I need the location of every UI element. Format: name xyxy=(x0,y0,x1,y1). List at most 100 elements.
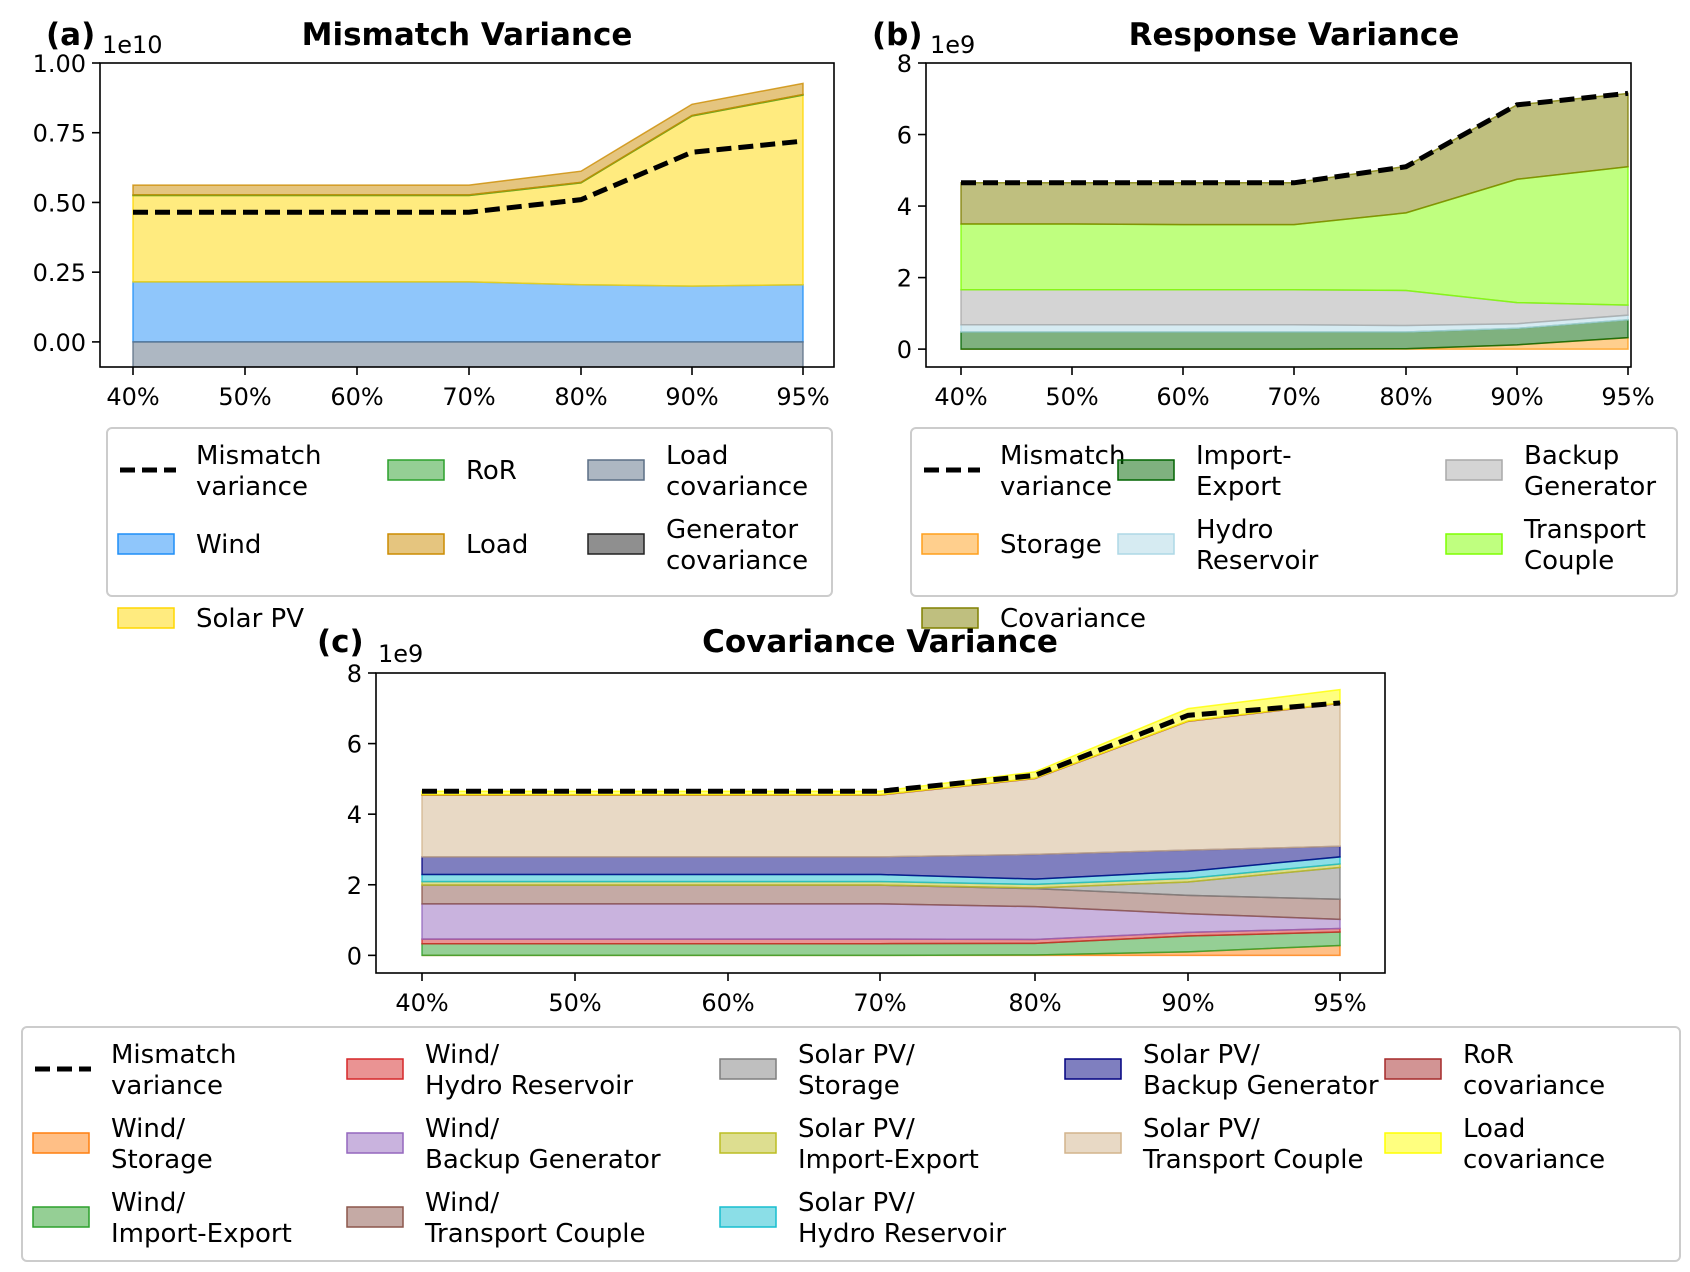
y-tick-label: 8 xyxy=(347,660,362,688)
legend-label: Mismatch variance xyxy=(111,1040,236,1101)
chart-title: Covariance Variance xyxy=(702,624,1058,660)
chart-title: Mismatch Variance xyxy=(302,17,633,53)
legend-label: Wind/Hydro Reservoir xyxy=(425,1040,633,1101)
line-mismatch-variance xyxy=(422,700,1341,794)
x-tick-label: 95% xyxy=(776,383,829,411)
legend-swatch xyxy=(346,1058,404,1080)
x-tick-label: 80% xyxy=(1379,383,1432,411)
legend-a: Mismatch variance Wind Solar PV RoR Load Load c… xyxy=(106,427,833,634)
legend-swatch xyxy=(1064,1058,1122,1080)
legend-label: Import-Export xyxy=(1196,441,1292,502)
plot-area-b xyxy=(960,90,1629,350)
line-mismatch-variance xyxy=(133,138,804,215)
panel-label: (c) xyxy=(317,624,364,660)
legend-label: Mismatch variance xyxy=(1000,441,1125,502)
legend-item-covariance: Covariance xyxy=(921,604,1146,634)
axes-frame xyxy=(925,62,1632,368)
legend-item-solar-pv-hydro-reservoir: Solar PV/Hydro Reservoir xyxy=(719,1188,1006,1249)
y-tick-label: 0.50 xyxy=(33,189,86,217)
legend-swatch xyxy=(117,533,175,555)
legend-label: Wind/Storage xyxy=(111,1114,213,1175)
area-solar-pv-transport-couple xyxy=(421,702,1341,858)
legend-item-wind-storage: Wind/Storage xyxy=(32,1114,213,1175)
x-tick-label: 70% xyxy=(442,383,495,411)
legend-label: Backup Generator xyxy=(1524,441,1656,502)
axes-frame xyxy=(99,62,835,368)
y-tick-label: 8 xyxy=(897,50,912,78)
legend-item-solar-pv: Solar PV xyxy=(117,604,304,634)
legend-item-transport-couple: Transport Couple xyxy=(1445,515,1646,576)
chart-panel-b: 8 6 4 2 0 40% 50% 60% 70% 80% 90% 95% Response Varia… xyxy=(872,17,1678,634)
legend-frame xyxy=(21,1026,1681,1262)
x-tick-label: 40% xyxy=(395,989,448,1017)
legend-swatch xyxy=(587,533,645,555)
legend-label: Wind/Transport Couple xyxy=(424,1188,646,1249)
legend-label: Transport Couple xyxy=(1523,515,1646,576)
legend-swatch xyxy=(387,533,445,555)
line-mismatch-variance xyxy=(961,90,1629,186)
legend-swatch xyxy=(1117,533,1175,555)
y-tick-label: 0.00 xyxy=(33,329,86,357)
chart-panel-a: 1.00 0.75 0.50 0.25 0.00 40% 50% 60% 70% 80% 90% 95… xyxy=(33,17,835,634)
x-tick-label: 95% xyxy=(1601,383,1654,411)
legend-item-backup-generator: Backup Generator xyxy=(1445,441,1656,502)
legend-label: Load covariance xyxy=(1463,1114,1605,1175)
legend-label: Solar PV/Transport Couple xyxy=(1142,1114,1364,1175)
x-tick-label: 80% xyxy=(1008,989,1061,1017)
legend-item-wind-import-export: Wind/Import-Export xyxy=(32,1188,292,1249)
legend-swatch xyxy=(1445,459,1503,481)
legend-item-solar-pv-storage: Solar PV/Storage xyxy=(719,1040,915,1101)
x-tick-label: 90% xyxy=(1490,383,1543,411)
legend-swatch xyxy=(346,1132,404,1154)
chart-panel-c: 8 6 4 2 0 40% 50% 60% 70% 80% 90% 95% Covariance Var… xyxy=(21,624,1681,1262)
legend-label: Solar PV/Import-Export xyxy=(798,1114,979,1175)
legend-item-solar-pv-transport-couple: Solar PV/Transport Couple xyxy=(1064,1114,1364,1175)
x-tick-label: 50% xyxy=(1045,383,1098,411)
legend-swatch xyxy=(921,533,979,555)
x-tick-label: 50% xyxy=(548,989,601,1017)
x-tick-label: 95% xyxy=(1313,989,1366,1017)
legend-b: Mismatch variance Storage Covariance Import-… xyxy=(910,427,1678,634)
plot-area-a xyxy=(132,82,804,367)
x-tick-label: 70% xyxy=(853,989,906,1017)
legend-label: Load covariance xyxy=(666,441,808,502)
legend-item-mismatch-variance: Mismatch variance xyxy=(120,441,321,502)
y-tick-label: 6 xyxy=(347,731,362,759)
legend-label: RoR xyxy=(466,456,517,486)
legend-swatch xyxy=(587,459,645,481)
axis-exponent-label: 1e10 xyxy=(102,31,163,59)
legend-item-load-covariance: Load covariance xyxy=(587,441,808,502)
y-tick-label: 4 xyxy=(347,801,362,829)
legend-item-load: Load xyxy=(387,530,528,560)
legend-swatch xyxy=(921,607,979,629)
legend-swatch xyxy=(1384,1058,1442,1080)
legend-item-solar-pv-backup-generator: Solar PV/Backup Generator xyxy=(1064,1040,1379,1101)
y-tick-label: 0.25 xyxy=(33,259,86,287)
y-tick-label: 1.00 xyxy=(33,50,86,78)
legend-label: Solar PV/Backup Generator xyxy=(1143,1040,1379,1101)
area-load xyxy=(132,82,804,196)
legend-swatch xyxy=(719,1206,777,1228)
legend-label: Hydro Reservoir xyxy=(1196,515,1319,576)
legend-swatch xyxy=(719,1058,777,1080)
legend-label: Solar PV xyxy=(196,604,304,634)
legend-item-ror: RoR xyxy=(387,456,517,486)
legend-item-mismatch-variance: Mismatch variance xyxy=(35,1040,236,1101)
legend-item-wind-hydro-reservoir: Wind/Hydro Reservoir xyxy=(346,1040,633,1101)
panel-label: (b) xyxy=(872,17,923,53)
legend-label: Solar PV/Storage xyxy=(798,1040,915,1101)
axis-exponent-label: 1e9 xyxy=(930,31,975,59)
area-load-covariance xyxy=(132,341,804,367)
legend-label: Load xyxy=(466,530,528,560)
x-tick-label: 40% xyxy=(106,383,159,411)
legend-item-ror-covariance: RoR covariance xyxy=(1384,1040,1605,1101)
legend-label: Wind xyxy=(196,530,261,560)
legend-swatch xyxy=(1064,1132,1122,1154)
x-tick-label: 60% xyxy=(701,989,754,1017)
legend-item-storage: Storage xyxy=(921,530,1102,560)
legend-swatch xyxy=(32,1206,90,1228)
legend-label: Storage xyxy=(1000,530,1102,560)
y-tick-label: 4 xyxy=(897,193,912,221)
legend-item-mismatch-variance: Mismatch variance xyxy=(924,441,1125,502)
